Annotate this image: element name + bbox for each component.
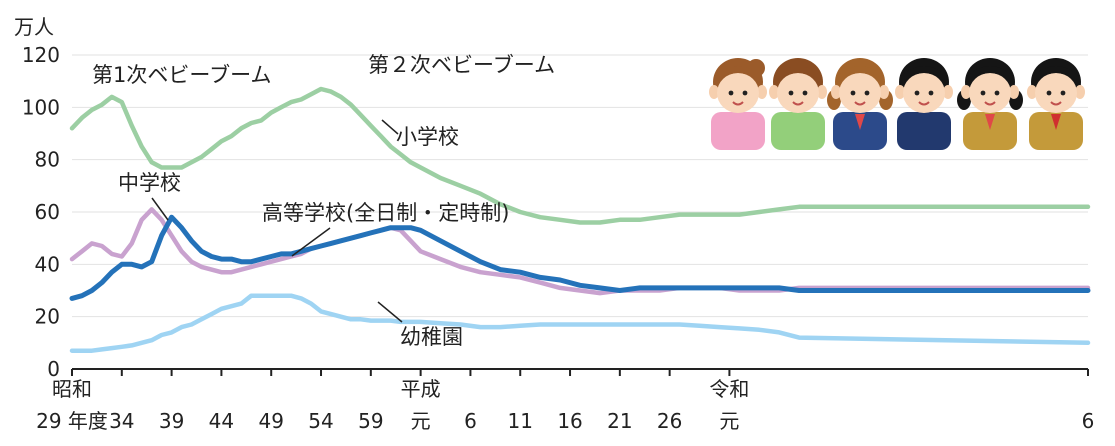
y-tick-label: 60 [35,200,60,224]
x-tick-label: 21 [607,409,632,433]
y-axis-ticks: 0 20 40 60 80 100 120 [22,43,60,381]
x-tick-label: 44 [209,409,234,433]
series-label-kindergarten: 幼稚園 [400,325,463,349]
annotation-second-baby-boom: 第２次ベビーブーム [368,53,555,77]
x-axis-ticks: 昭和 29 年度 34 39 44 49 54 59 平成元 6 11 16 21 26 令和元 6 [36,369,1094,433]
student-figure [709,58,767,150]
y-tick-label: 0 [47,357,60,381]
series-label-high-school: 高等学校(全日制・定時制) [262,201,509,225]
annotations: 第1次ベビーブーム 第２次ベビーブーム [92,53,555,87]
series-label-elementary: 小学校 [396,125,459,149]
series-line-high-school [69,214,1091,301]
y-tick-label: 80 [35,148,60,172]
x-tick-label: 16 [557,409,582,433]
x-tick-era-label: 令和 [709,377,749,401]
x-tick-label: 34 [109,409,134,433]
x-tick-label: 元 [411,409,431,433]
x-tick-era-label: 昭和 [52,377,92,401]
y-tick-label: 100 [22,95,60,119]
x-tick-label: 54 [308,409,333,433]
student-figure [827,58,893,150]
series-line-kindergarten [69,293,1091,353]
x-tick-label: 39 [159,409,184,433]
students-illustration [709,58,1085,150]
x-tick-label: 6 [464,409,477,433]
x-tick-label: 59 [358,409,383,433]
leader-line [291,227,331,257]
x-tick-era-label: 平成 [401,377,441,401]
y-tick-label: 120 [22,43,60,67]
x-tick-label: 29 年度 [36,409,108,433]
student-figure [957,58,1023,150]
y-tick-label: 20 [35,305,60,329]
student-figure [895,58,953,150]
annotation-first-baby-boom: 第1次ベビーブーム [92,63,271,87]
series-label-junior-high: 中学校 [118,171,181,195]
leader-line [377,301,403,323]
student-figure [1027,58,1085,150]
series-lines [69,86,1091,353]
x-tick-label: 元 [719,409,739,433]
y-tick-label: 40 [35,252,60,276]
y-axis-unit-label: 万人 [14,15,54,39]
x-tick-label: 26 [657,409,682,433]
leader-line [381,119,399,135]
leader-line [151,197,169,221]
x-tick-label: 6 [1082,409,1095,433]
x-tick-label: 11 [508,409,533,433]
series-line-elementary [69,86,1091,225]
x-tick-label: 49 [258,409,283,433]
gridlines [72,54,1088,370]
student-figure [769,58,827,150]
